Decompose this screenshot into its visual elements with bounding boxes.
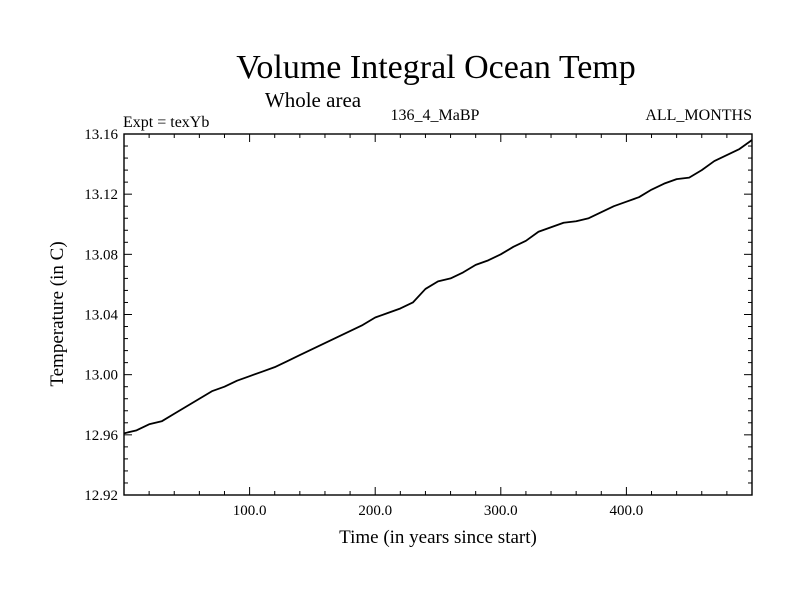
annotation-center: 136_4_MaBP (391, 107, 480, 124)
x-tick-label: 300.0 (484, 503, 518, 519)
y-tick-label: 13.12 (84, 187, 118, 203)
annotation-left: Expt = texYb (123, 114, 209, 131)
plot-frame (123, 133, 753, 496)
x-axis-label: Time (in years since start) (339, 527, 537, 548)
y-tick-label: 12.96 (84, 428, 118, 444)
plot-area: 100.0 200.0 300.0 400.0 12.92 12.96 13.00 13.04… (84, 127, 753, 519)
y-tick-label: 13.16 (84, 127, 118, 143)
annotation-right: ALL_MONTHS (645, 107, 752, 124)
chart-subtitle: Whole area (265, 88, 362, 112)
x-tick-label: 400.0 (610, 503, 644, 519)
x-tick-label: 200.0 (358, 503, 392, 519)
x-tick-label: 100.0 (233, 503, 267, 519)
y-tick-label: 13.08 (84, 247, 118, 263)
chart-title: Volume Integral Ocean Temp (236, 49, 636, 86)
y-tick-label: 12.92 (84, 488, 118, 504)
y-tick-label: 13.04 (84, 308, 118, 324)
y-tick-label: 13.00 (84, 368, 118, 384)
y-axis-label: Temperature (in C) (47, 241, 68, 386)
temperature-series-line (123, 139, 753, 435)
